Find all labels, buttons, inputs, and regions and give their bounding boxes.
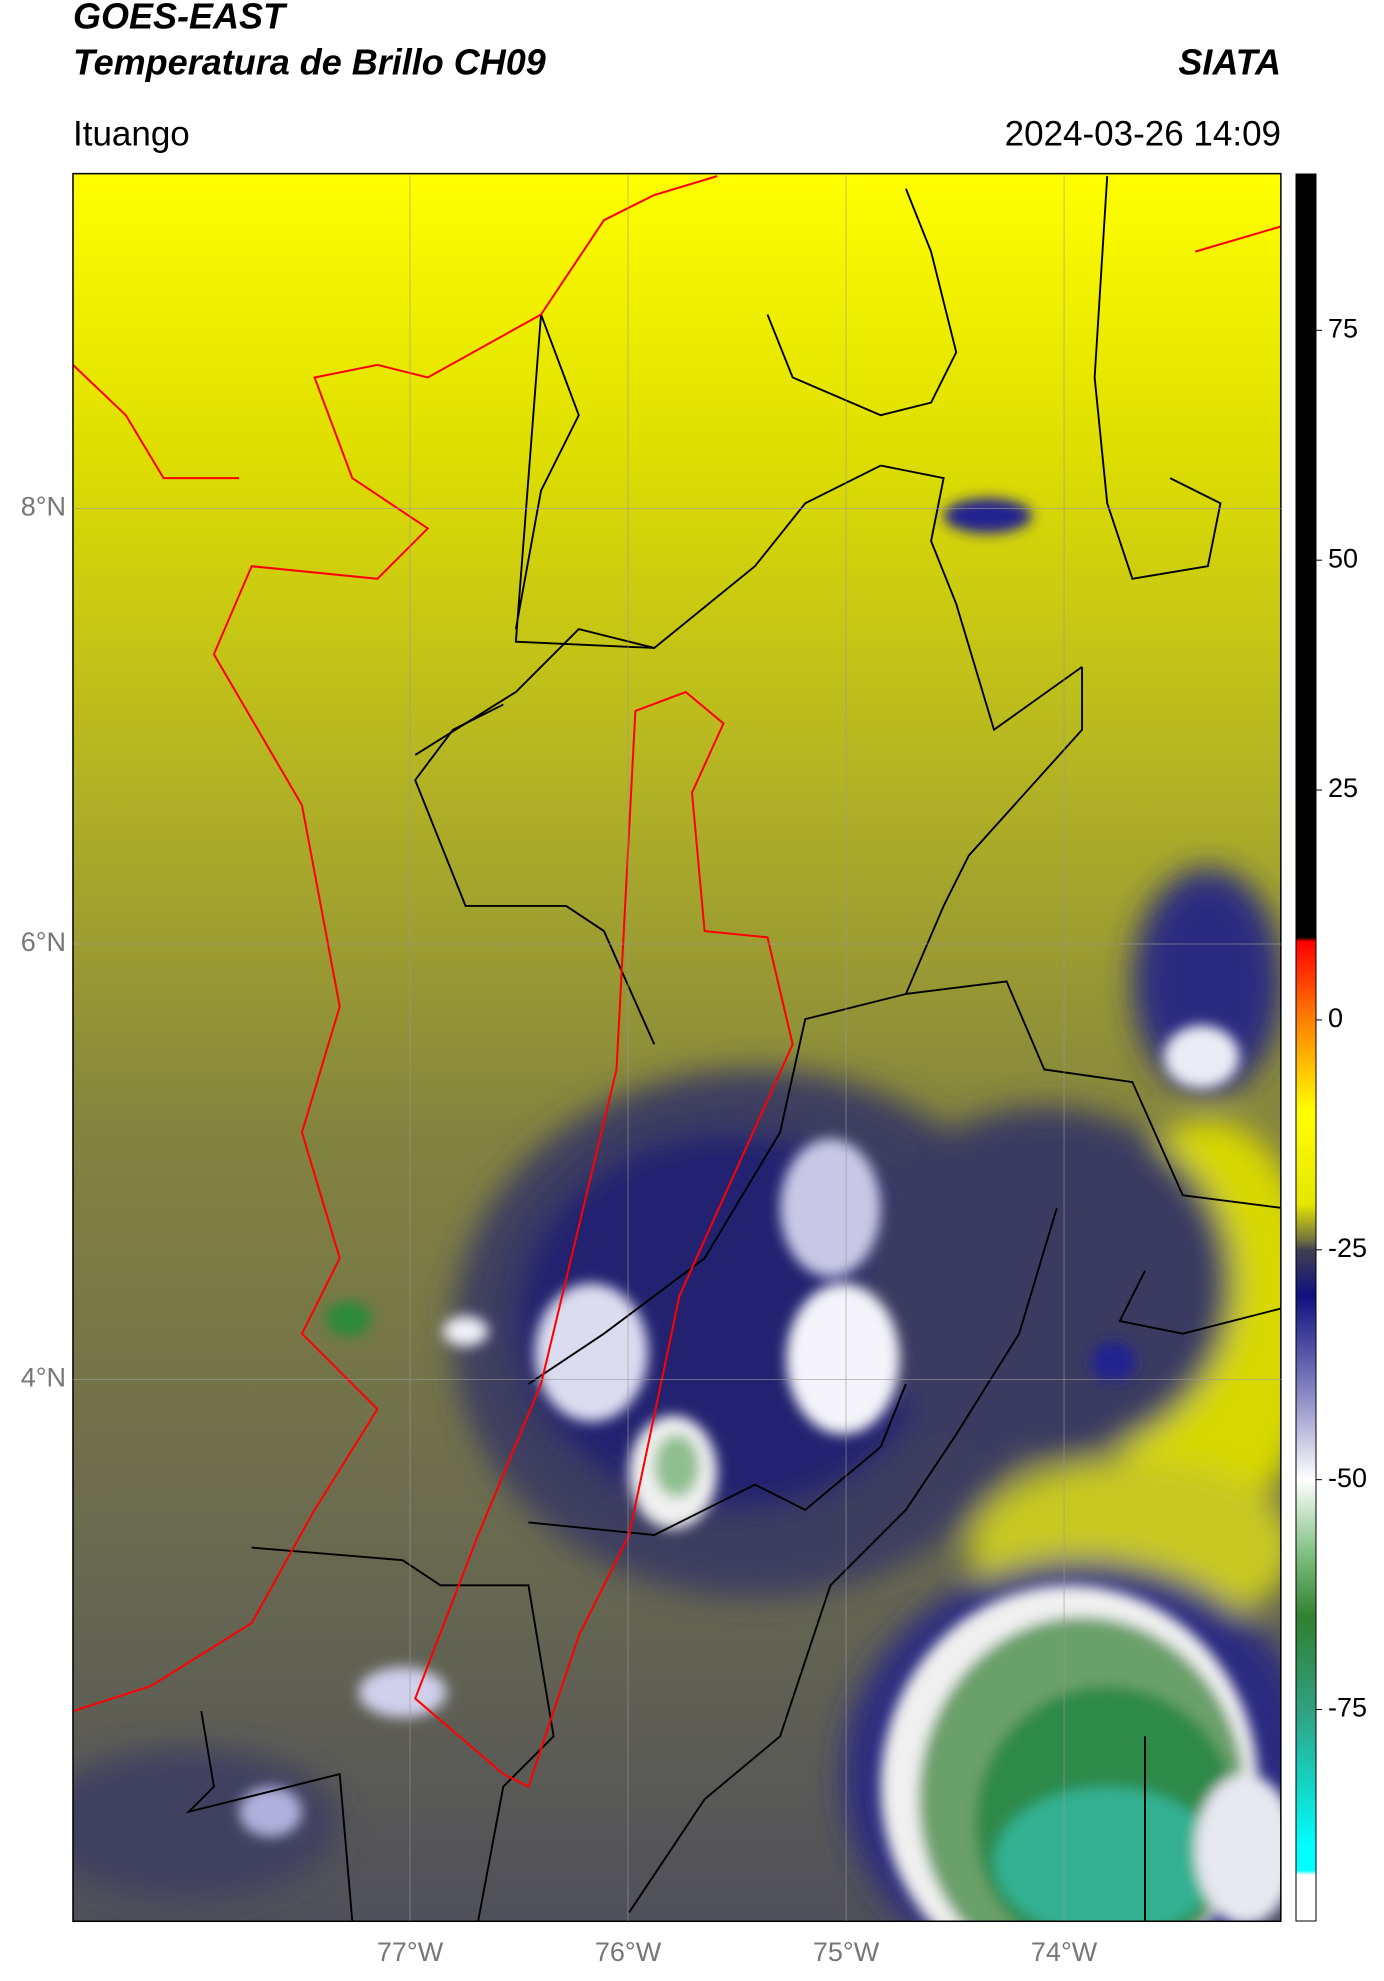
- colorbar-tick-label: 50: [1328, 543, 1358, 573]
- cold-tops: [239, 498, 1281, 1922]
- colorbar-tick-label: -50: [1328, 1463, 1367, 1493]
- lon-tick-label: 76°W: [595, 1937, 662, 1967]
- datetime: 2024-03-26 14:09: [1005, 114, 1281, 153]
- colorbar-tick-label: -75: [1328, 1693, 1367, 1723]
- lat-tick-label: 4°N: [21, 1363, 66, 1393]
- admin-borders: [185, 176, 1281, 1922]
- lat-tick-label: 8°N: [21, 492, 66, 522]
- subtitle: Temperatura de Brillo CH09: [73, 42, 546, 83]
- colorbar: [1295, 173, 1317, 1922]
- colorbar-tick-label: 75: [1328, 313, 1358, 343]
- colorbar-tick-label: -25: [1328, 1233, 1367, 1263]
- lon-tick-label: 75°W: [813, 1937, 880, 1967]
- lat-tick-label: 6°N: [21, 927, 66, 957]
- map-frame: [72, 172, 1282, 1923]
- lon-tick-label: 77°W: [377, 1937, 444, 1967]
- colorbar-tick-label: 25: [1328, 773, 1358, 803]
- lon-tick-label: 74°W: [1031, 1937, 1098, 1967]
- country-basin-borders: [72, 175, 1281, 1789]
- source: SIATA: [1178, 42, 1281, 83]
- colorbar-tick-label: 0: [1328, 1003, 1343, 1033]
- map: [72, 172, 1282, 1923]
- region: Ituango: [73, 114, 190, 153]
- title: GOES-EAST: [73, 0, 288, 37]
